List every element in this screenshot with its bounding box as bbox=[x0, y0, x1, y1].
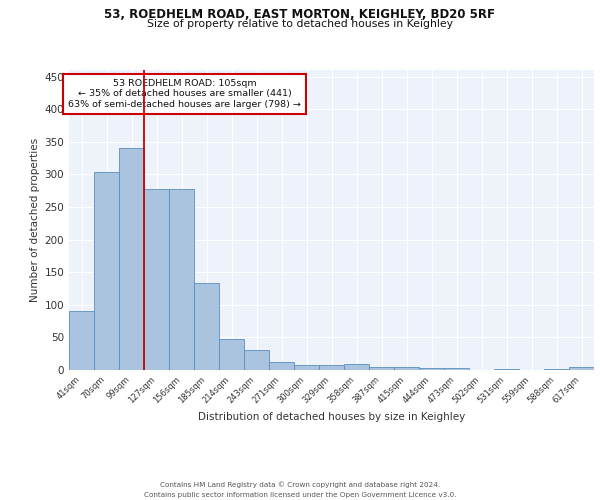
Bar bbox=[144, 188, 169, 370]
Bar bbox=[69, 310, 94, 370]
Bar bbox=[94, 172, 119, 370]
Bar bbox=[319, 365, 344, 370]
Bar bbox=[244, 350, 269, 370]
Bar bbox=[269, 362, 294, 370]
Text: Contains HM Land Registry data © Crown copyright and database right 2024.
Contai: Contains HM Land Registry data © Crown c… bbox=[144, 482, 456, 498]
Bar bbox=[294, 365, 319, 370]
Bar bbox=[419, 368, 444, 370]
X-axis label: Distribution of detached houses by size in Keighley: Distribution of detached houses by size … bbox=[198, 412, 465, 422]
Text: 53 ROEDHELM ROAD: 105sqm
← 35% of detached houses are smaller (441)
63% of semi-: 53 ROEDHELM ROAD: 105sqm ← 35% of detach… bbox=[68, 79, 301, 109]
Bar bbox=[119, 148, 144, 370]
Bar bbox=[169, 188, 194, 370]
Text: 53, ROEDHELM ROAD, EAST MORTON, KEIGHLEY, BD20 5RF: 53, ROEDHELM ROAD, EAST MORTON, KEIGHLEY… bbox=[104, 8, 496, 20]
Y-axis label: Number of detached properties: Number of detached properties bbox=[30, 138, 40, 302]
Bar bbox=[369, 368, 394, 370]
Bar bbox=[194, 282, 219, 370]
Bar bbox=[544, 368, 569, 370]
Bar bbox=[344, 364, 369, 370]
Bar bbox=[569, 368, 594, 370]
Bar bbox=[444, 368, 469, 370]
Bar bbox=[394, 368, 419, 370]
Bar bbox=[494, 368, 519, 370]
Bar bbox=[219, 340, 244, 370]
Text: Size of property relative to detached houses in Keighley: Size of property relative to detached ho… bbox=[147, 19, 453, 29]
